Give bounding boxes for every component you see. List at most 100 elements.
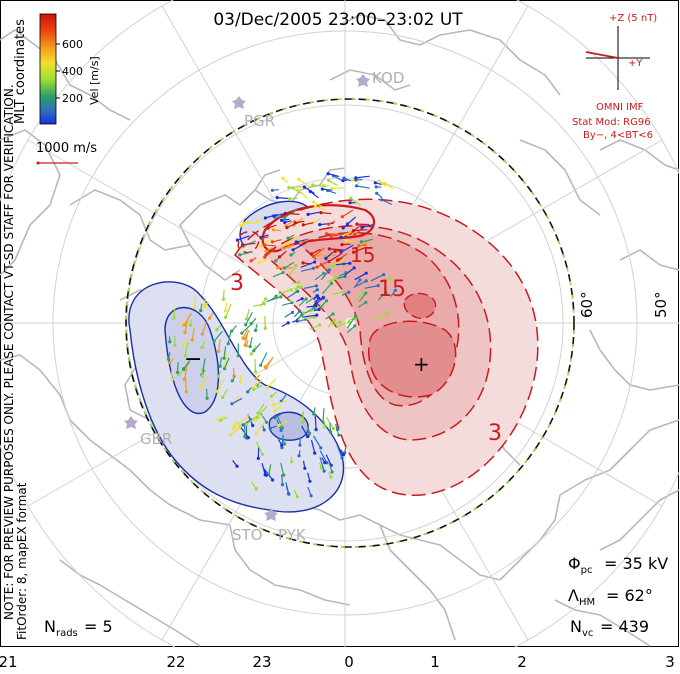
- station-label-pgr: PGR: [244, 112, 275, 130]
- velocity-vector-origin: [294, 240, 298, 244]
- velocity-vector-origin: [182, 367, 186, 371]
- svg-text:ΛHM: ΛHM: [568, 586, 595, 608]
- velocity-vector-origin: [190, 338, 194, 342]
- velocity-vector: [184, 342, 189, 356]
- velocity-vector-origin: [298, 309, 302, 313]
- velocity-vector-origin: [279, 428, 283, 432]
- velocity-vector-origin: [240, 331, 244, 335]
- velocity-vector-origin: [320, 187, 324, 191]
- velocity-vector-origin: [373, 181, 377, 185]
- velocity-vector-origin: [203, 306, 207, 310]
- velocity-vector-origin: [385, 311, 389, 315]
- velocity-vector-origin: [193, 305, 197, 309]
- velocity-vector-origin: [290, 310, 295, 314]
- colorbar-tick: 400: [62, 65, 83, 78]
- velocity-vector-origin: [289, 288, 293, 292]
- velocity-vector-origin: [314, 284, 319, 288]
- velocity-vector-origin: [173, 343, 177, 347]
- velocity-vector-origin: [296, 285, 300, 289]
- velocity-vector: [257, 403, 265, 414]
- latitude-label-60: 60°: [578, 291, 596, 318]
- velocity-vector: [322, 408, 325, 423]
- velocity-vector: [173, 308, 176, 319]
- velocity-vector: [307, 211, 320, 215]
- velocity-vector: [335, 321, 350, 328]
- velocity-vector-origin: [300, 313, 304, 317]
- velocity-vector-origin: [343, 274, 347, 278]
- velocity-vector-origin: [280, 426, 284, 430]
- velocity-vector-origin: [261, 452, 265, 456]
- station-label-sto: STO: [232, 526, 263, 544]
- velocity-vector-origin: [311, 266, 315, 270]
- velocity-vector-origin: [317, 307, 321, 312]
- velocity-vector-origin: [301, 223, 305, 227]
- velocity-vector: [245, 311, 253, 326]
- velocity-vector-origin: [200, 374, 204, 378]
- velocity-vector-origin: [231, 427, 235, 431]
- velocity-vector-origin: [263, 216, 267, 220]
- velocity-vector: [310, 439, 316, 454]
- velocity-vector-origin: [277, 255, 282, 259]
- velocity-vector-origin: [319, 446, 323, 450]
- mlt-label-2: 2: [517, 653, 527, 671]
- velocity-vector: [300, 261, 315, 268]
- velocity-vector-origin: [289, 253, 293, 257]
- velocity-vector-origin: [352, 250, 356, 254]
- velocity-vector-origin: [212, 339, 216, 343]
- velocity-vector-origin: [230, 402, 234, 406]
- velocity-vector-origin: [296, 289, 300, 293]
- statistical-model: Stat Mod: RG96: [572, 117, 651, 128]
- velocity-vector: [305, 295, 318, 304]
- velocity-vector: [202, 358, 206, 372]
- velocity-vector-origin: [239, 224, 243, 228]
- mlt-label-22: 22: [166, 653, 185, 671]
- velocity-vector: [312, 184, 327, 188]
- velocity-vector-origin: [281, 176, 285, 180]
- velocity-vector-origin: [254, 432, 258, 436]
- velocity-vector-origin: [280, 247, 284, 251]
- coordinate-system-label: MLT coordinates: [13, 19, 28, 124]
- velocity-vector: [239, 251, 254, 256]
- velocity-vector-origin: [254, 328, 258, 332]
- velocity-vector-origin: [166, 357, 171, 361]
- velocity-vector-origin: [237, 422, 241, 426]
- velocity-vector-origin: [308, 189, 312, 194]
- svg-text:Nvc: Nvc: [570, 617, 593, 639]
- velocity-vector-origin: [270, 240, 274, 244]
- velocity-vector: [304, 307, 315, 314]
- velocity-vector-origin: [291, 248, 295, 252]
- velocity-vector: [242, 418, 253, 426]
- velocity-vector-origin: [355, 184, 359, 188]
- velocity-vector-origin: [302, 185, 306, 189]
- velocity-vector-origin: [291, 186, 295, 190]
- velocity-vector-origin: [322, 469, 326, 473]
- velocity-vector-origin: [271, 403, 275, 407]
- velocity-vector-origin: [243, 343, 247, 347]
- velocity-vector: [223, 346, 227, 359]
- velocity-vector-origin: [271, 478, 275, 482]
- velocity-vector-origin: [324, 256, 328, 261]
- velocity-vector-origin: [264, 297, 268, 301]
- velocity-vector-origin: [288, 197, 292, 201]
- velocity-vector-origin: [284, 242, 288, 246]
- velocity-vector: [245, 308, 250, 320]
- velocity-vector-origin: [329, 475, 333, 479]
- velocity-vector: [340, 244, 354, 253]
- velocity-vector-origin: [262, 243, 266, 247]
- velocity-vector: [331, 291, 345, 295]
- velocity-vector-origin: [330, 186, 334, 190]
- imf-clock: [585, 26, 650, 90]
- velocity-vector: [201, 322, 207, 335]
- velocity-vector: [227, 331, 232, 344]
- velocity-vector: [377, 292, 387, 301]
- velocity-vector-origin: [323, 425, 327, 429]
- velocity-vector-origin: [172, 316, 176, 320]
- velocity-vector-origin: [309, 252, 313, 256]
- velocity-vector-origin: [348, 261, 352, 265]
- velocity-vector-origin: [221, 297, 226, 301]
- velocity-vector-origin: [254, 418, 258, 422]
- vector-count: Nvc = 439: [570, 617, 649, 639]
- velocity-vector: [184, 377, 187, 392]
- velocity-vector-origin: [306, 212, 310, 216]
- velocity-vector: [237, 235, 250, 241]
